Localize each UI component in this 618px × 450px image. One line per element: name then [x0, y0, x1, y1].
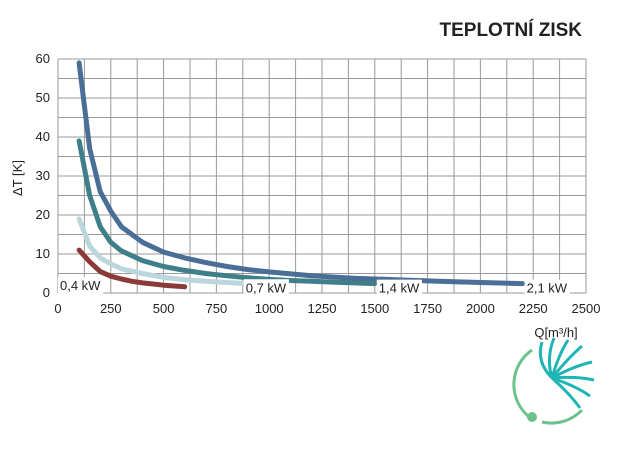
series-labels: 0,4 kW 0,7 kW 1,4 kW 2,1 kW [58, 277, 570, 297]
axis-ticks: 0 10 20 30 40 50 60 0 250 500 750 1000 1250 1500 1750 2… [36, 51, 601, 316]
series-line [76, 60, 526, 287]
x-tick-label: 0 [54, 301, 61, 316]
x-tick-label: 1250 [308, 301, 337, 316]
x-tick-label: 750 [206, 301, 228, 316]
x-tick-label: 250 [100, 301, 122, 316]
y-tick-label: 50 [36, 90, 50, 105]
x-axis-label: Q[m³/h] [534, 325, 577, 340]
series-label: 0,7 kW [246, 280, 287, 295]
y-tick-label: 0 [43, 285, 50, 300]
series-label-background [376, 279, 422, 297]
series-label: 1,4 kW [379, 281, 420, 296]
x-tick-label: 1000 [255, 301, 284, 316]
logo-icon [512, 337, 595, 425]
series-label: 0,4 kW [60, 278, 101, 293]
y-tick-label: 30 [36, 168, 50, 183]
series-label-background [243, 279, 289, 297]
data-series [76, 60, 526, 290]
series-line [76, 216, 245, 286]
chart-title: TEPLOTNÍ ZISK [440, 19, 583, 41]
x-tick-label: 500 [153, 301, 175, 316]
x-tick-label: 2000 [466, 301, 495, 316]
x-tick-label: 2500 [572, 301, 601, 316]
x-tick-label: 1750 [413, 301, 442, 316]
series-label-background [58, 277, 104, 294]
x-tick-label: 1500 [360, 301, 389, 316]
series-label-background [524, 279, 570, 297]
y-tick-label: 20 [36, 207, 50, 222]
y-axis-label: ΔT [K] [10, 160, 25, 196]
y-tick-label: 10 [36, 246, 50, 261]
series-line [76, 138, 378, 287]
series-label: 2,1 kW [527, 281, 568, 296]
y-tick-label: 60 [36, 51, 50, 66]
y-tick-label: 40 [36, 129, 50, 144]
series-line [76, 247, 188, 290]
x-tick-label: 2250 [519, 301, 548, 316]
grid [57, 58, 587, 294]
